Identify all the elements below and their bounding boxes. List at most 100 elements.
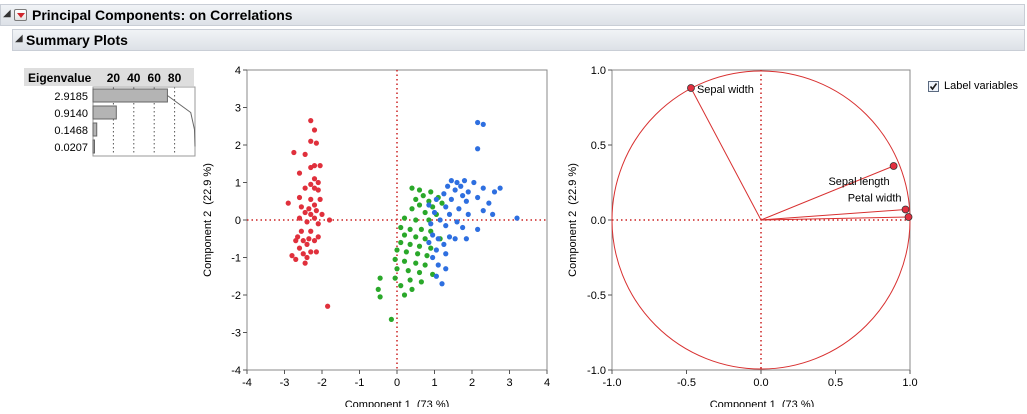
score-point xyxy=(475,146,481,152)
y-tick-label: -0.5 xyxy=(587,290,606,302)
scale-tick-label: 40 xyxy=(127,71,141,85)
score-point xyxy=(486,200,492,206)
score-point xyxy=(456,206,462,212)
score-point xyxy=(296,170,303,176)
y-tick-label: -2 xyxy=(231,290,241,302)
disclosure-triangle-icon[interactable]: ◢ xyxy=(15,33,23,44)
loading-point xyxy=(904,213,913,221)
eigenvalue-value: 0.0207 xyxy=(54,142,88,154)
disclosure-triangle-icon[interactable]: ◢ xyxy=(3,8,11,19)
label-variables-checkbox[interactable] xyxy=(928,81,939,92)
score-point xyxy=(428,221,434,227)
score-point xyxy=(465,211,471,217)
score-point xyxy=(291,149,297,156)
score-point xyxy=(285,200,291,206)
score-point xyxy=(452,236,458,242)
y-tick-label: -1 xyxy=(231,253,241,265)
eigenvalue-value: 2.9185 xyxy=(54,91,88,103)
score-point xyxy=(471,179,477,186)
section-header: ◢ Summary Plots xyxy=(12,29,1025,51)
score-point xyxy=(428,189,434,195)
score-point xyxy=(463,198,469,204)
score-point xyxy=(409,286,415,292)
loading-vector xyxy=(690,87,762,221)
score-point xyxy=(403,249,409,255)
score-point xyxy=(454,219,460,225)
score-point xyxy=(325,303,331,309)
score-point xyxy=(497,185,503,191)
score-point xyxy=(388,316,394,322)
score-point xyxy=(398,224,404,231)
loading-vector xyxy=(760,165,894,221)
score-point xyxy=(308,138,314,144)
score-point xyxy=(392,275,398,281)
score-point xyxy=(308,249,314,255)
score-point xyxy=(315,221,321,227)
score-point xyxy=(491,189,498,195)
score-point xyxy=(480,208,486,214)
score-point xyxy=(443,251,449,257)
score-point xyxy=(407,226,413,232)
y-tick-label: 3 xyxy=(235,103,241,115)
score-point xyxy=(398,239,404,246)
score-point xyxy=(461,178,468,184)
score-point xyxy=(394,247,400,253)
score-point xyxy=(407,241,413,247)
score-point xyxy=(298,228,304,234)
score-point xyxy=(416,202,423,208)
score-point xyxy=(315,234,321,240)
red-triangle-menu-icon[interactable] xyxy=(14,9,27,21)
loading-label: Sepal length xyxy=(828,176,889,188)
score-point xyxy=(418,279,424,285)
report-header: ◢ Principal Components: on Correlations xyxy=(0,4,1025,26)
loading-x-axis-label: Component 1 (73 %) xyxy=(710,399,815,407)
score-point xyxy=(490,211,496,217)
score-point xyxy=(394,266,400,272)
loading-plot: -1.0 -0.5 0.0 0.5 1.0 1.0 0.5 0.0 -0.5 -1.0 Sepal… xyxy=(567,65,918,407)
score-point xyxy=(426,202,432,208)
score-point xyxy=(439,281,445,287)
eigenvalue-value: 0.1468 xyxy=(54,125,88,137)
score-point xyxy=(407,277,413,283)
score-point xyxy=(302,209,308,216)
score-point xyxy=(401,292,408,298)
score-point xyxy=(319,211,325,217)
score-point xyxy=(433,273,439,279)
score-point xyxy=(306,206,312,212)
eigenvalue-value: 0.9140 xyxy=(54,108,88,120)
score-point xyxy=(401,258,408,264)
score-point xyxy=(311,238,318,244)
eigenvalue-bar xyxy=(92,88,168,103)
score-point xyxy=(416,187,423,193)
label-variables-label: Label variables xyxy=(944,80,1018,92)
x-tick-label: -1 xyxy=(355,377,365,389)
score-point xyxy=(416,243,423,249)
score-point xyxy=(430,232,436,238)
score-point xyxy=(308,181,314,187)
score-point xyxy=(454,179,460,186)
score-point xyxy=(413,260,419,266)
loading-point xyxy=(889,162,898,170)
score-point xyxy=(308,228,314,234)
score-point xyxy=(426,239,432,246)
score-point xyxy=(420,193,426,199)
x-tick-label: 0 xyxy=(394,377,400,389)
score-point xyxy=(445,183,451,189)
score-point xyxy=(433,247,439,253)
score-point xyxy=(463,236,469,242)
score-point xyxy=(300,251,306,257)
score-point xyxy=(311,127,318,133)
x-tick-label: 1.0 xyxy=(902,377,917,389)
score-point xyxy=(426,198,432,204)
score-point xyxy=(308,164,314,171)
score-point xyxy=(441,241,447,247)
score-point xyxy=(475,194,481,201)
score-point xyxy=(315,179,321,186)
score-point xyxy=(296,245,303,251)
x-tick-label: 0.0 xyxy=(753,377,768,389)
score-point xyxy=(422,236,428,242)
x-tick-label: -2 xyxy=(317,377,327,389)
score-point xyxy=(302,260,308,266)
score-point xyxy=(293,238,299,244)
score-point xyxy=(413,234,419,240)
